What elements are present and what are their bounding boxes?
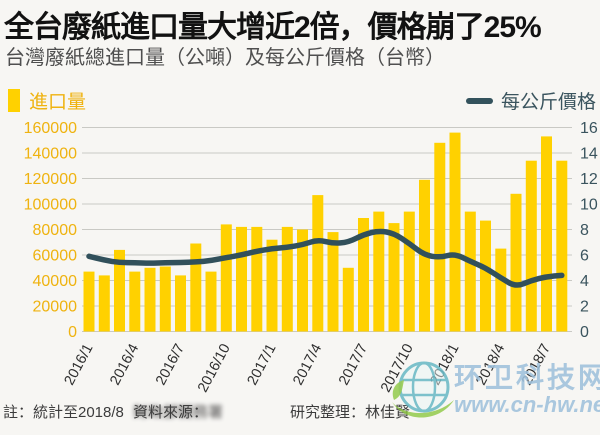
- import-volume-bar: [556, 160, 568, 332]
- right-axis-tick-label: 16: [580, 120, 598, 137]
- right-axis-tick-label: 6: [580, 248, 589, 265]
- chart-subtitle: 台灣廢紙總進口量（公噸）及每公斤價格（台幣）: [5, 47, 445, 69]
- import-volume-bar: [281, 226, 293, 332]
- right-axis-tick-label: 8: [580, 222, 589, 239]
- line-swatch-icon: [465, 97, 493, 104]
- x-axis-tick-label: 2016/4: [107, 341, 142, 388]
- import-volume-bar: [129, 271, 141, 332]
- x-axis-tick-label: 2017/7: [336, 341, 371, 388]
- x-axis-tick-label: 2018/4: [473, 341, 508, 388]
- footer-note: 註：統計至2018/8: [3, 404, 124, 421]
- price-line: [86, 228, 565, 288]
- import-volume-bar: [190, 243, 202, 332]
- footer-source-value: 財政部關務署: [133, 404, 224, 421]
- import-volume-bar: [159, 266, 171, 332]
- import-volume-bar: [464, 211, 476, 332]
- right-axis-tick-label: 2: [580, 299, 589, 316]
- import-volume-bar: [327, 232, 339, 332]
- x-axis-tick-label: 2017/1: [245, 341, 280, 388]
- chart-title: 全台廢紙進口量大增近2倍，價格崩了25%: [4, 11, 542, 44]
- import-volume-bar: [525, 160, 537, 332]
- import-volume-bar: [358, 218, 369, 332]
- import-volume-bar: [251, 226, 263, 332]
- x-axis-tick-label: 2016/7: [153, 341, 188, 388]
- import-volume-bar: [144, 267, 156, 332]
- bar-swatch-icon: [8, 89, 20, 112]
- x-axis-tick-label: 2018/1: [428, 341, 463, 388]
- left-axis-tick-label: 60000: [33, 248, 78, 265]
- right-axis-tick-label: 10: [580, 197, 598, 214]
- left-axis-tick-label: 120000: [24, 171, 77, 188]
- import-volume-bar: [373, 211, 385, 332]
- import-volume-bar: [449, 132, 461, 332]
- import-volume-bar: [114, 249, 125, 332]
- import-volume-bar: [480, 220, 491, 332]
- import-volume-bar: [495, 248, 507, 332]
- import-volume-bar: [175, 275, 186, 332]
- import-volume-bar: [220, 224, 232, 332]
- right-axis-tick-label: 4: [580, 273, 589, 290]
- right-axis-tick-label: 14: [580, 146, 598, 163]
- import-volume-bar: [98, 275, 110, 332]
- import-volume-bar: [205, 271, 217, 332]
- left-axis-tick-label: 0: [68, 324, 77, 341]
- footer-credit: 研究整理：林佳賢: [290, 404, 411, 421]
- left-axis-tick-label: 20000: [33, 299, 78, 316]
- x-axis-tick-label: 2016/1: [62, 341, 97, 388]
- import-volume-bar: [510, 193, 522, 332]
- import-volume-bar: [403, 211, 415, 332]
- left-axis-tick-label: 160000: [24, 120, 77, 137]
- import-volume-bar: [388, 223, 400, 332]
- legend-price-per-kg: 每公斤價格: [465, 87, 596, 114]
- import-volume-bar: [266, 239, 278, 332]
- x-axis-tick-label: 2016/10: [195, 341, 234, 395]
- left-axis-tick-label: 40000: [33, 273, 78, 290]
- x-axis-tick-label: 2017/4: [290, 341, 325, 388]
- import-volume-bar: [541, 136, 552, 332]
- import-volume-bar: [83, 271, 95, 332]
- legend-bars-label: 進口量: [29, 92, 87, 113]
- right-axis-tick-label: 12: [580, 171, 598, 188]
- right-axis-tick-label: 0: [580, 324, 589, 341]
- left-axis-tick-label: 140000: [24, 146, 77, 163]
- import-volume-bar: [312, 195, 324, 332]
- x-axis-tick-label: 2017/10: [378, 341, 417, 395]
- x-axis-tick-label: 2018/7: [519, 341, 554, 388]
- left-axis-tick-label: 100000: [24, 197, 77, 214]
- left-axis-tick-label: 80000: [33, 222, 78, 239]
- import-volume-bar: [236, 226, 247, 332]
- legend-import-volume: 進口量: [8, 87, 86, 114]
- import-volume-bar: [297, 229, 308, 332]
- import-volume-bar: [434, 142, 446, 332]
- import-volume-bar: [342, 267, 354, 332]
- legend-line-label: 每公斤價格: [500, 92, 596, 113]
